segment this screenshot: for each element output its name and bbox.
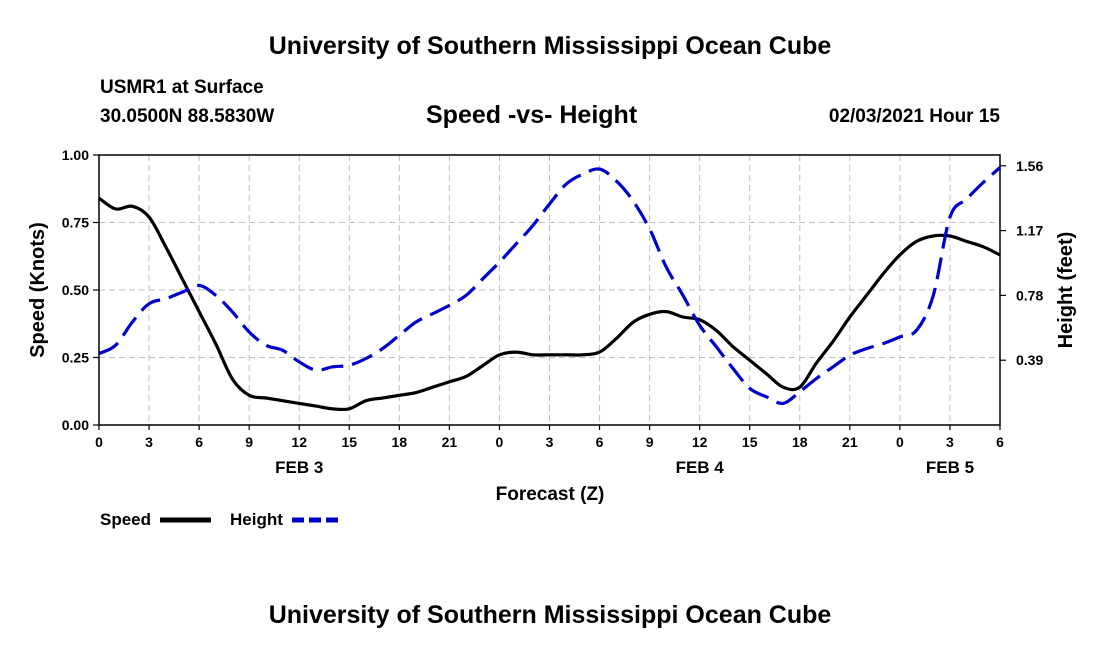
footer-title: University of Southern Mississippi Ocean… bbox=[268, 601, 832, 629]
series-lines bbox=[98, 166, 1002, 412]
y-tick-label: 0.00 bbox=[62, 417, 89, 433]
y2-axis-label: Height (feet) bbox=[1055, 232, 1077, 349]
station-label: USMR1 at Surface bbox=[100, 77, 264, 98]
y-tick-label: 0.50 bbox=[62, 282, 89, 298]
x-tick-label: 6 bbox=[596, 434, 604, 450]
x-tick-label: 3 bbox=[546, 434, 554, 450]
axes: 0 3 6 9 12 15 18 21 0 3 6 9 12 15 18 21 0 3 6 0.00 0.25 0.50 0… bbox=[62, 147, 1044, 477]
grid-lines bbox=[99, 155, 1000, 425]
x-tick-label: 18 bbox=[792, 434, 808, 450]
x-tick-label: 15 bbox=[742, 434, 758, 450]
x-tick-label: 0 bbox=[496, 434, 504, 450]
x-tick-label: 15 bbox=[341, 434, 357, 450]
y-tick-label: 0.25 bbox=[62, 350, 89, 366]
y2-tick-label: 1.17 bbox=[1016, 223, 1043, 239]
legend-speed-label: Speed bbox=[100, 510, 151, 529]
x-tick-label: 0 bbox=[95, 434, 103, 450]
x-tick-label: 12 bbox=[291, 434, 307, 450]
chart-title: Speed -vs- Height bbox=[426, 101, 638, 129]
legend-height-label: Height bbox=[230, 510, 283, 529]
y-axis-label: Speed (Knots) bbox=[27, 222, 49, 358]
day-label: FEB 5 bbox=[926, 458, 974, 477]
x-tick-label: 3 bbox=[946, 434, 954, 450]
x-tick-label: 18 bbox=[392, 434, 408, 450]
y-tick-label: 0.75 bbox=[62, 215, 89, 231]
y2-tick-label: 0.39 bbox=[1016, 352, 1043, 368]
y2-tick-label: 0.78 bbox=[1016, 287, 1043, 303]
x-tick-label: 9 bbox=[646, 434, 654, 450]
x-axis-label: Forecast (Z) bbox=[496, 484, 605, 505]
speed-height-chart: 0 3 6 9 12 15 18 21 0 3 6 9 12 15 18 21 0 3 6 0.00 0.25 0.50 0… bbox=[27, 147, 1077, 529]
x-tick-label: 3 bbox=[145, 434, 153, 450]
speed-series-line bbox=[98, 196, 1001, 412]
y2-tick-label: 1.56 bbox=[1016, 158, 1043, 174]
datetime-label: 02/03/2021 Hour 15 bbox=[828, 106, 1000, 127]
x-tick-label: 0 bbox=[896, 434, 904, 450]
x-tick-label: 12 bbox=[692, 434, 708, 450]
x-tick-label: 6 bbox=[996, 434, 1004, 450]
y-tick-label: 1.00 bbox=[62, 147, 89, 163]
coordinates-label: 30.0500N 88.5830W bbox=[100, 106, 275, 127]
day-label: FEB 4 bbox=[676, 458, 725, 477]
x-tick-label: 6 bbox=[195, 434, 203, 450]
page-title: University of Southern Mississippi Ocean… bbox=[268, 32, 832, 60]
day-label: FEB 3 bbox=[275, 458, 323, 477]
x-tick-label: 21 bbox=[842, 434, 858, 450]
x-tick-label: 21 bbox=[442, 434, 458, 450]
height-series-line bbox=[98, 166, 1002, 406]
x-tick-label: 9 bbox=[245, 434, 253, 450]
